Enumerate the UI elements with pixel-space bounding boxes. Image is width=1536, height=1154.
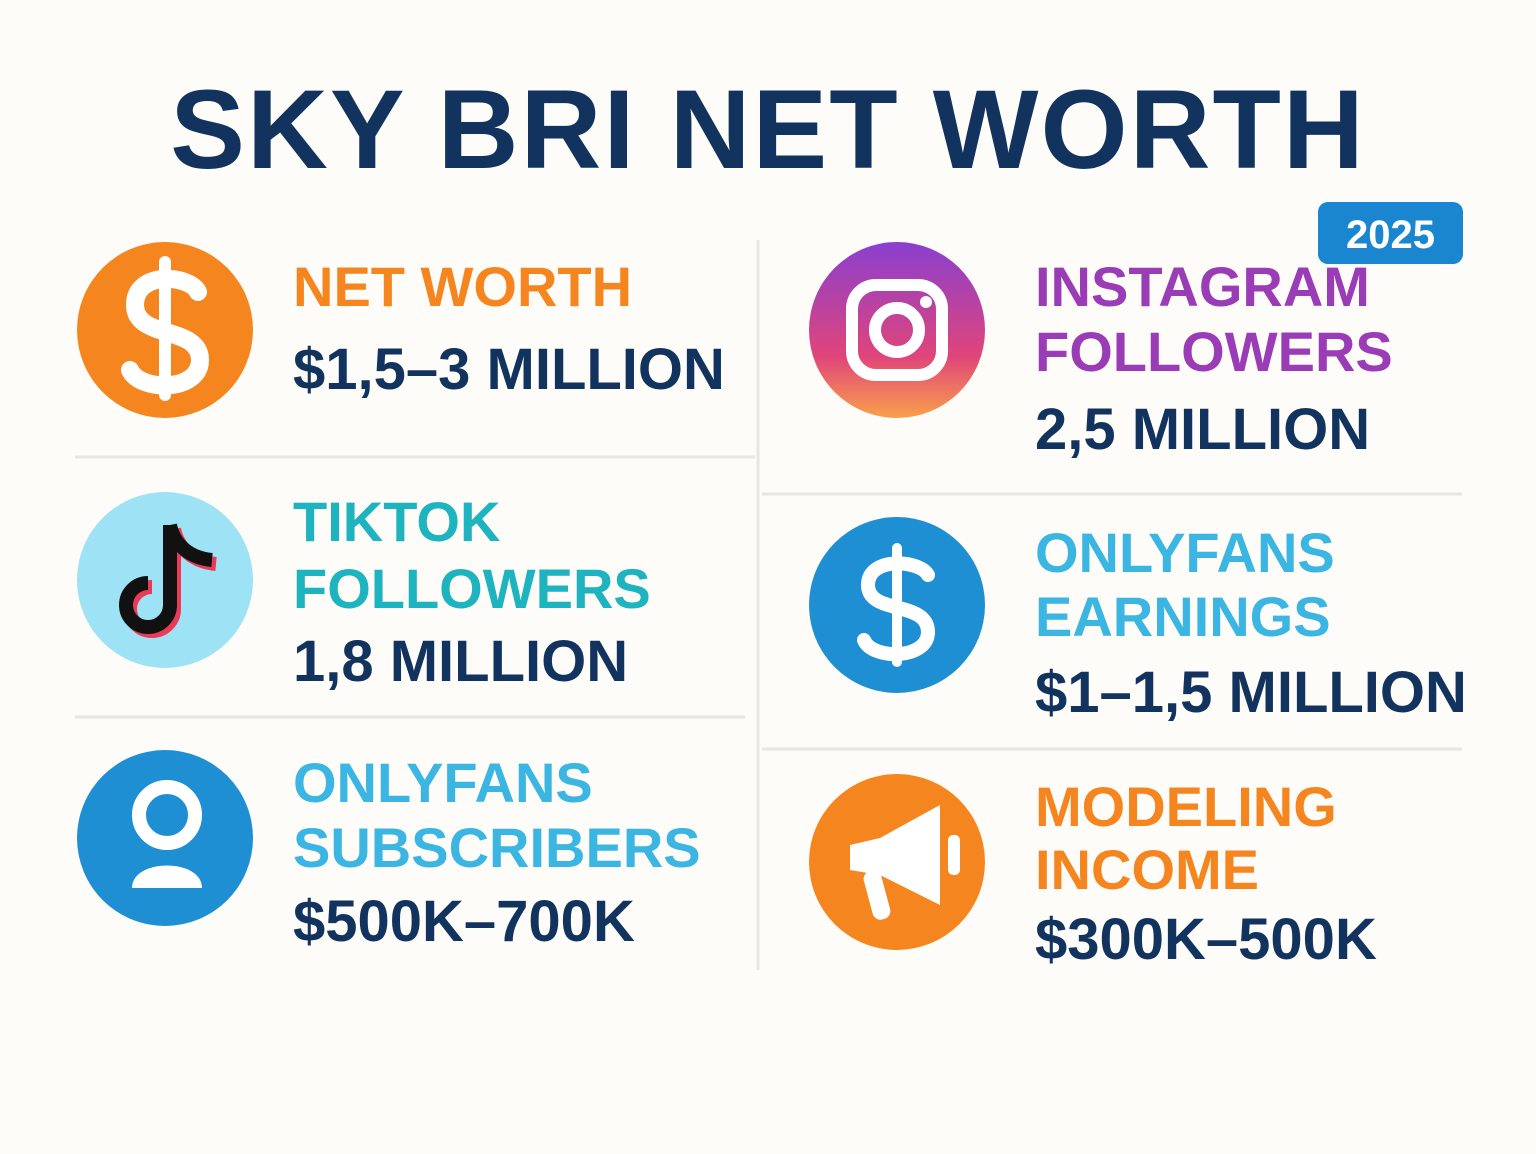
label: FOLLOWERS	[293, 557, 651, 620]
label: NET WORTH	[293, 255, 633, 318]
title: SKY BRI NET WORTH	[170, 67, 1366, 192]
label: INSTAGRAM	[1035, 255, 1370, 318]
value: 1,8 MILLION	[293, 629, 629, 694]
tiktok-icon	[77, 492, 253, 668]
value: 2,5 MILLION	[1035, 397, 1371, 462]
value: $500K–700K	[293, 889, 635, 954]
dollar-icon	[809, 517, 985, 693]
value: $1–1,5 MILLION	[1035, 660, 1467, 725]
label: INCOME	[1035, 838, 1259, 901]
year-badge: 2025	[1318, 202, 1463, 264]
person-icon	[77, 750, 253, 926]
label: SUBSCRIBERS	[293, 816, 701, 879]
label: ONLYFANS	[1035, 521, 1335, 584]
label: ONLYFANS	[293, 751, 593, 814]
dollar-icon	[77, 242, 253, 418]
label: MODELING	[1035, 775, 1337, 838]
value: $300K–500K	[1035, 907, 1377, 972]
instagram-icon	[809, 242, 985, 418]
dividers	[75, 240, 1462, 970]
label: FOLLOWERS	[1035, 320, 1393, 383]
label: EARNINGS	[1035, 585, 1331, 648]
label: TIKTOK	[293, 490, 501, 553]
megaphone-icon	[809, 774, 985, 950]
value: $1,5–3 MILLION	[293, 337, 725, 402]
